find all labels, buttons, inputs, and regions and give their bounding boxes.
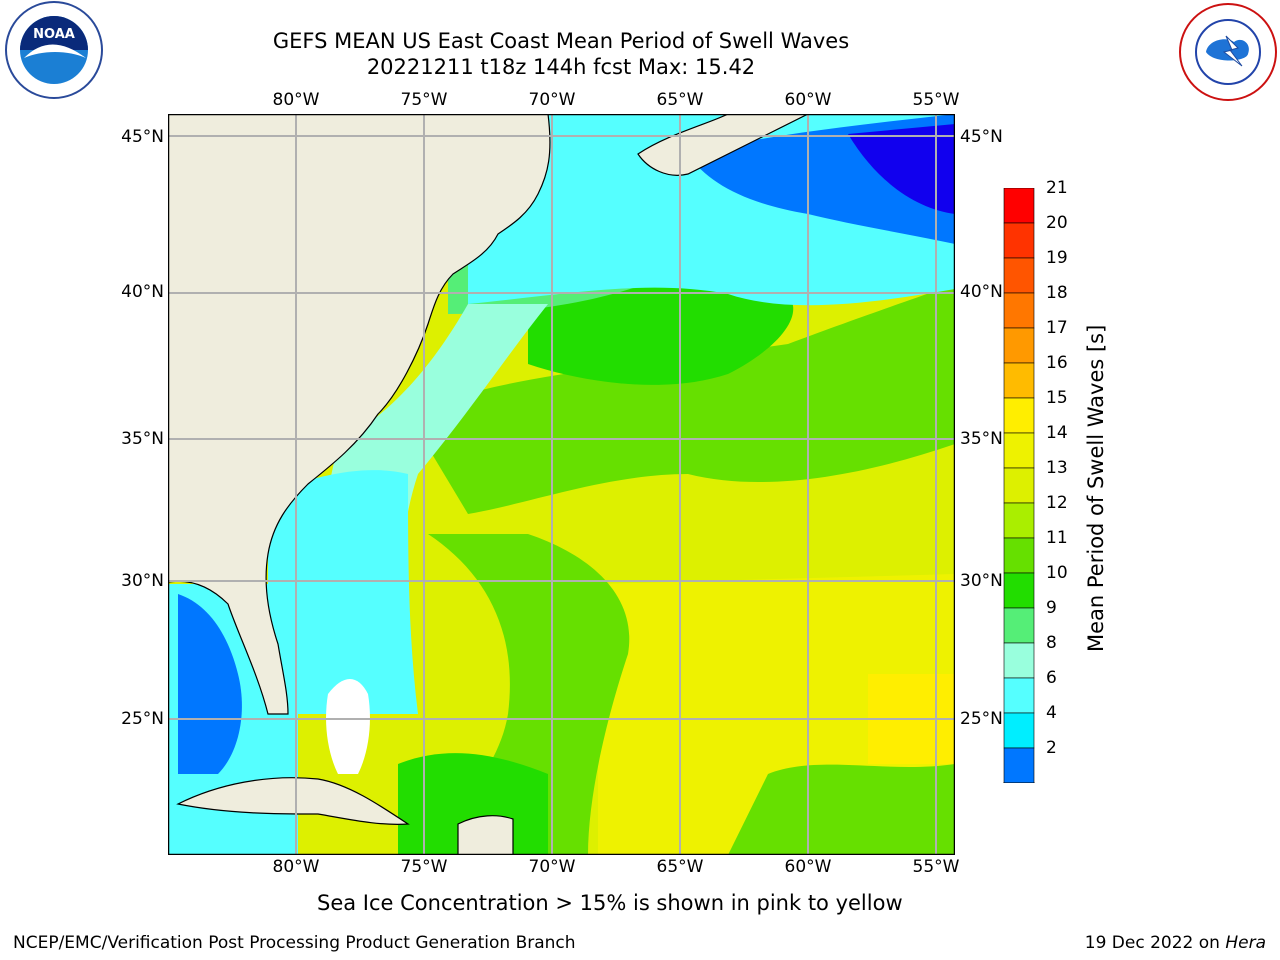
colorbar-tick: 15 bbox=[1046, 388, 1068, 408]
colorbar-swatch bbox=[1003, 397, 1035, 434]
lon-label-top-70w: 70°W bbox=[528, 90, 576, 110]
colorbar-swatch bbox=[1003, 642, 1035, 679]
sea-ice-note: Sea Ice Concentration > 15% is shown in … bbox=[317, 891, 903, 915]
nws-emblem-icon bbox=[1179, 3, 1277, 101]
colorbar-tick: 19 bbox=[1046, 248, 1068, 268]
land-hispaniola bbox=[457, 815, 514, 855]
lat-label-left-30n: 30°N bbox=[121, 571, 164, 591]
swell-band-green-mid bbox=[408, 284, 955, 514]
swell-band-bright-green bbox=[528, 275, 794, 385]
lon-label-top-65w: 65°W bbox=[656, 90, 704, 110]
lon-label-bottom-60w: 60°W bbox=[784, 857, 832, 877]
lon-label-top-80w: 80°W bbox=[272, 90, 320, 110]
lon-label-bottom-65w: 65°W bbox=[656, 857, 704, 877]
colorbar-tick: 11 bbox=[1046, 528, 1068, 548]
lon-label-bottom-75w: 75°W bbox=[400, 857, 448, 877]
lat-label-left-35n: 35°N bbox=[121, 429, 164, 449]
swell-band-green-south bbox=[428, 534, 630, 855]
lat-label-left-40n: 40°N bbox=[121, 282, 164, 302]
lat-label-right-45n: 45°N bbox=[960, 127, 1003, 147]
colorbar-swatch bbox=[1003, 467, 1035, 504]
colorbar-tick: 8 bbox=[1046, 633, 1057, 653]
colorbar-tick: 10 bbox=[1046, 563, 1068, 583]
colorbar-tick: 13 bbox=[1046, 458, 1068, 478]
lon-label-bottom-55w: 55°W bbox=[912, 857, 960, 877]
colorbar-tick: 18 bbox=[1046, 283, 1068, 303]
noaa-logo: NOAA bbox=[2, 0, 106, 104]
lon-label-bottom-80w: 80°W bbox=[272, 857, 320, 877]
national-weather-service-logo bbox=[1176, 0, 1280, 104]
colorbar-swatch bbox=[1003, 677, 1035, 714]
svg-text:NOAA: NOAA bbox=[33, 27, 75, 42]
colorbar-swatch bbox=[1003, 222, 1035, 259]
colorbar-swatch bbox=[1003, 257, 1035, 294]
colorbar-swatch bbox=[1003, 712, 1035, 749]
swell-period-map bbox=[167, 113, 956, 856]
lat-label-right-30n: 30°N bbox=[960, 571, 1003, 591]
colorbar-swatch bbox=[1003, 502, 1035, 539]
lat-label-right-40n: 40°N bbox=[960, 282, 1003, 302]
chart-subtitle: 20221211 t18z 144h fcst Max: 15.42 bbox=[366, 55, 756, 79]
swell-band-green-east bbox=[728, 764, 955, 855]
chart-title: GEFS MEAN US East Coast Mean Period of S… bbox=[272, 29, 850, 53]
land-cuba bbox=[176, 777, 410, 825]
map-panel bbox=[167, 113, 956, 859]
colorbar-swatch bbox=[1003, 747, 1035, 784]
colorbar-tick: 17 bbox=[1046, 318, 1068, 338]
colorbar-swatch bbox=[1003, 572, 1035, 609]
footer-producer: NCEP/EMC/Verification Post Processing Pr… bbox=[13, 933, 576, 953]
colorbar-swatch bbox=[1003, 607, 1035, 644]
lon-label-top-60w: 60°W bbox=[784, 90, 832, 110]
swell-band-deepblue-ne bbox=[848, 124, 955, 214]
colorbar-tick: 6 bbox=[1046, 668, 1057, 688]
noaa-emblem-icon: NOAA bbox=[5, 1, 103, 99]
map-frame bbox=[167, 113, 956, 856]
colorbar-swatch bbox=[1003, 292, 1035, 329]
colorbar-tick: 9 bbox=[1046, 598, 1057, 618]
colorbar-swatches bbox=[1003, 187, 1035, 815]
lat-label-left-25n: 25°N bbox=[121, 709, 164, 729]
lat-label-left-45n: 45°N bbox=[121, 127, 164, 147]
colorbar-tick: 21 bbox=[1046, 178, 1068, 198]
footer-machine: Hera bbox=[1225, 933, 1266, 953]
colorbar-swatch bbox=[1003, 327, 1035, 364]
lon-label-top-75w: 75°W bbox=[400, 90, 448, 110]
swell-band-gulf-blue bbox=[178, 594, 242, 774]
lon-label-top-55w: 55°W bbox=[912, 90, 960, 110]
colorbar-swatch bbox=[1003, 432, 1035, 469]
colorbar-tick: 12 bbox=[1046, 493, 1068, 513]
footer-date: 19 Dec 2022 on Hera bbox=[1085, 933, 1266, 953]
colorbar-tick: 16 bbox=[1046, 353, 1068, 373]
colorbar-tick: 4 bbox=[1046, 703, 1057, 723]
lat-label-right-35n: 35°N bbox=[960, 429, 1003, 449]
lon-label-bottom-70w: 70°W bbox=[528, 857, 576, 877]
colorbar-label: Mean Period of Swell Waves [s] bbox=[1084, 324, 1108, 652]
colorbar-tick: 14 bbox=[1046, 423, 1068, 443]
colorbar-tick: 2 bbox=[1046, 738, 1057, 758]
colorbar-tick: 20 bbox=[1046, 213, 1068, 233]
colorbar bbox=[1003, 187, 1035, 815]
graticule bbox=[168, 114, 955, 855]
bahamas-shallow-mask bbox=[326, 679, 370, 774]
colorbar-swatch bbox=[1003, 362, 1035, 399]
colorbar-swatch bbox=[1003, 537, 1035, 574]
footer-date-text: 19 Dec 2022 on bbox=[1084, 933, 1226, 953]
land-north-america bbox=[168, 114, 551, 715]
colorbar-swatch bbox=[1003, 187, 1035, 224]
lat-label-right-25n: 25°N bbox=[960, 709, 1003, 729]
swell-band-cyan-near-coast bbox=[268, 470, 418, 714]
